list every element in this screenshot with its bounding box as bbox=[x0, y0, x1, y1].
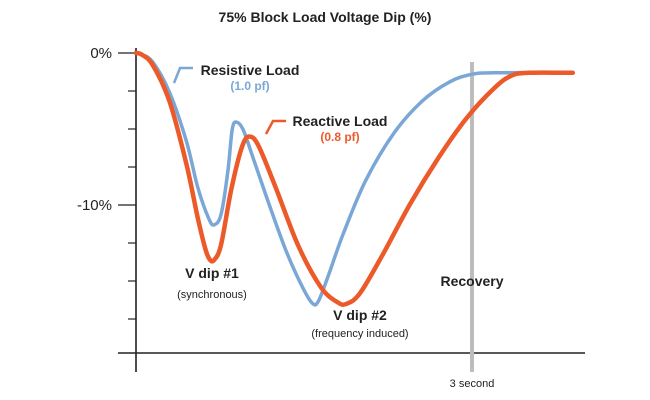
chart-title: 75% Block Load Voltage Dip (%) bbox=[219, 9, 432, 25]
y-minor-ticks bbox=[118, 52, 136, 320]
resistive-pf-label: (1.0 pf) bbox=[230, 79, 269, 93]
y-tick-label-0: 0% bbox=[90, 45, 112, 62]
x-tick-label-3s: 3 second bbox=[450, 378, 495, 390]
resistive-load-label: Resistive Load bbox=[201, 62, 300, 78]
axes: 0% -10% bbox=[77, 45, 585, 372]
series-group bbox=[133, 50, 576, 307]
series-labels: Resistive Load (1.0 pf) Reactive Load (0… bbox=[172, 62, 388, 144]
resistive-load-line bbox=[134, 51, 575, 307]
v-dip-1-label: V dip #1 bbox=[185, 265, 239, 281]
v-dip-2-label: V dip #2 bbox=[333, 307, 387, 323]
reactive-leader-line bbox=[264, 119, 286, 135]
reactive-pf-label: (0.8 pf) bbox=[320, 130, 359, 144]
v-dip-1-sublabel: (synchronous) bbox=[177, 289, 247, 301]
dip-annotations: V dip #1 (synchronous) V dip #2 (frequen… bbox=[177, 265, 408, 340]
reactive-load-line bbox=[133, 50, 576, 307]
v-dip-2-sublabel: (frequency induced) bbox=[311, 328, 408, 340]
y-tick-label-minus10: -10% bbox=[77, 197, 112, 214]
reactive-load-label: Reactive Load bbox=[293, 113, 388, 129]
resistive-leader-line bbox=[172, 66, 193, 84]
recovery-label: Recovery bbox=[440, 273, 503, 289]
